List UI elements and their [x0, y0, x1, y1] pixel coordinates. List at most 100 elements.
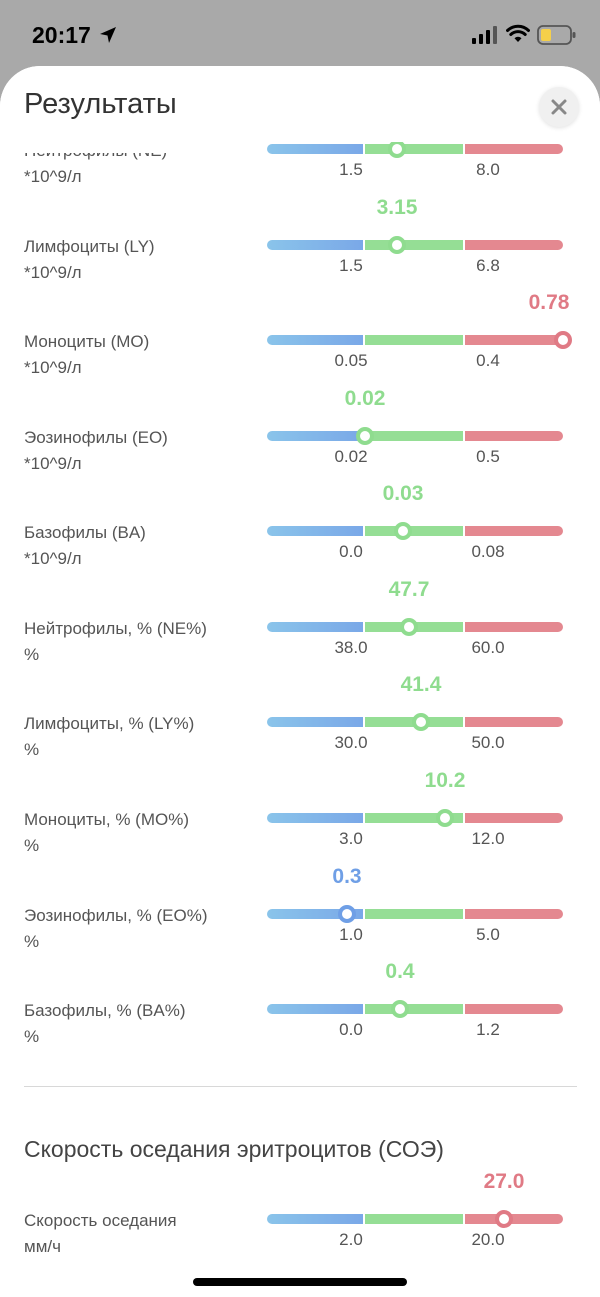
result-unit: *10^9/л: [24, 549, 82, 568]
result-row: Моноциты (MO) *10^9/л 0.78 0.05 0.4: [0, 291, 600, 438]
result-name: Скорость оседания: [24, 1211, 177, 1230]
reference-range-bar: 0.03 0.0 0.08: [267, 482, 563, 561]
result-row: Моноциты, % (MO%)% 10.2 3.0 12.0: [0, 769, 600, 916]
range-low-label: 0.0: [339, 542, 363, 561]
range-low-label: 30.0: [334, 733, 368, 752]
result-name: Эозинофилы (EO): [24, 428, 168, 447]
range-high-label: 20.0: [471, 1230, 505, 1249]
result-name: Базофилы, % (BA%): [24, 1001, 186, 1020]
result-value: 10.2: [424, 769, 466, 792]
range-segment-low: [267, 526, 363, 536]
result-name: Базофилы (BA): [24, 523, 146, 542]
result-row: Скорость оседания мм/ч 27.0 2.0 20.0: [0, 1170, 600, 1297]
result-value: 0.3: [332, 865, 362, 888]
range-segment-mid: [365, 813, 463, 823]
reference-range-bar: 41.4 30.0 50.0: [267, 673, 563, 752]
value-marker: [394, 522, 412, 540]
range-segment-high: [465, 431, 563, 441]
range-segment-high: [465, 1214, 563, 1224]
result-unit: %: [24, 932, 40, 951]
value-marker: [338, 905, 356, 923]
result-name: Лимфоциты (LY): [24, 237, 155, 256]
range-high-label: 12.0: [471, 829, 505, 848]
value-marker: [495, 1210, 513, 1228]
range-segment-mid: [365, 1004, 463, 1014]
result-name: Нейтрофилы, % (NE%): [24, 619, 207, 638]
result-name: Моноциты (MO): [24, 332, 150, 351]
value-marker: [388, 236, 406, 254]
result-row: Нейтрофилы, % (NE%)% 47.7 38.0 60.0: [0, 578, 600, 725]
result-row: Нейтрофилы (NE) *10^9/л 1.5 8.0: [0, 140, 600, 247]
range-segment-high: [465, 335, 563, 345]
result-row: Эозинофилы, % (EO%)% 0.3 1.0 5.0: [0, 865, 600, 1012]
result-unit: *10^9/л: [24, 263, 82, 282]
location-arrow-icon: [100, 27, 116, 43]
range-segment-high: [465, 813, 563, 823]
reference-range-bar: 27.0 2.0 20.0: [267, 1170, 563, 1249]
result-value: 3.15: [376, 196, 418, 219]
result-unit: мм/ч: [24, 1237, 61, 1256]
range-low-label: 0.02: [334, 447, 368, 466]
range-segment-low: [267, 1214, 363, 1224]
range-segment-mid: [365, 431, 463, 441]
range-segment-low: [267, 813, 363, 823]
value-marker: [412, 713, 430, 731]
range-segment-mid: [365, 909, 463, 919]
result-name: Лимфоциты, % (LY%): [24, 714, 195, 733]
range-low-label: 1.5: [339, 160, 363, 179]
value-marker: [436, 809, 454, 827]
range-segment-high: [465, 622, 563, 632]
value-marker: [400, 618, 418, 636]
range-high-label: 0.5: [476, 447, 500, 466]
result-value: 0.02: [344, 387, 386, 410]
range-segment-mid: [365, 526, 463, 536]
range-high-label: 0.08: [471, 542, 505, 561]
result-row: Лимфоциты, % (LY%)% 41.4 30.0 50.0: [0, 673, 600, 820]
range-high-label: 6.8: [476, 256, 500, 275]
range-segment-high: [465, 526, 563, 536]
sheet-title: Результаты: [24, 88, 177, 120]
result-value: 0.4: [385, 960, 415, 983]
home-indicator: [193, 1278, 407, 1286]
range-segment-low: [267, 335, 363, 345]
result-unit: %: [24, 836, 40, 855]
range-high-label: 8.0: [476, 160, 500, 179]
status-time: 20:17: [32, 22, 91, 48]
range-segment-mid: [365, 144, 463, 154]
range-segment-high: [465, 144, 563, 154]
esr-section-title: Скорость оседания эритроцитов (СОЭ): [24, 1136, 444, 1162]
range-low-label: 0.05: [334, 351, 368, 370]
range-segment-high: [465, 909, 563, 919]
reference-range-bar: 10.2 3.0 12.0: [267, 769, 563, 848]
range-low-label: 1.5: [339, 256, 363, 275]
reference-range-bar: 3.15 1.5 6.8: [267, 196, 563, 275]
value-marker: [391, 1000, 409, 1018]
range-low-label: 2.0: [339, 1230, 363, 1249]
result-row: Лимфоциты (LY) *10^9/л 3.15 1.5 6.8: [0, 196, 600, 343]
range-segment-mid: [365, 1214, 463, 1224]
results-sheet: Результаты Нейтрофилы (NE) *10^9/л 1.5 8.0 Л…: [0, 66, 600, 1297]
close-button[interactable]: [539, 87, 579, 127]
wifi-icon: [506, 24, 530, 42]
reference-range-bar: 0.4 0.0 1.2: [267, 960, 563, 1039]
range-high-label: 0.4: [476, 351, 500, 370]
range-segment-low: [267, 1004, 363, 1014]
value-marker: [554, 331, 572, 349]
range-low-label: 38.0: [334, 638, 368, 657]
range-low-label: 1.0: [339, 925, 363, 944]
range-high-label: 50.0: [471, 733, 505, 752]
result-value: 0.03: [382, 482, 424, 505]
value-marker: [388, 140, 406, 158]
close-icon: [551, 99, 567, 115]
result-value: 27.0: [483, 1170, 525, 1193]
range-high-label: 1.2: [476, 1020, 500, 1039]
range-segment-high: [465, 240, 563, 250]
range-segment-low: [267, 622, 363, 632]
range-low-label: 0.0: [339, 1020, 363, 1039]
result-unit: *10^9/л: [24, 167, 82, 186]
battery-icon: [537, 25, 576, 45]
result-name: Моноциты, % (MO%): [24, 810, 189, 829]
result-value: 0.78: [528, 291, 570, 314]
result-name: Нейтрофилы (NE): [24, 141, 168, 160]
range-segment-low: [267, 431, 363, 441]
